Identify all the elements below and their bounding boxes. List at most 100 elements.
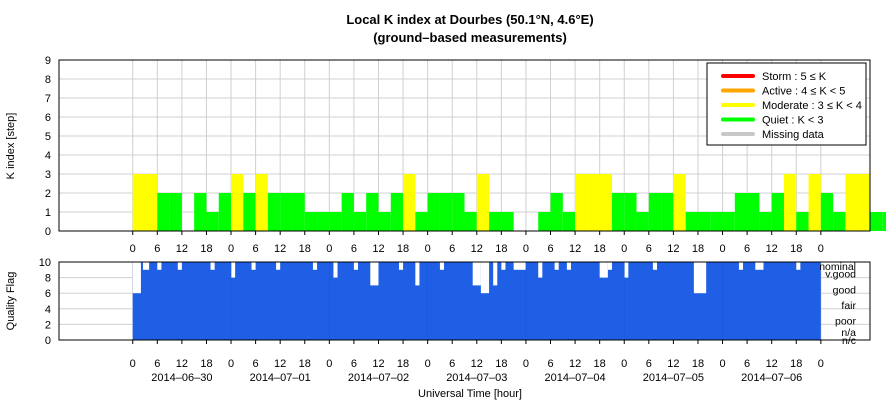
k-xtick-label: 18 — [397, 243, 409, 255]
k-bar — [378, 212, 391, 231]
k-bar — [759, 212, 772, 231]
q-ytick-label: 10 — [39, 257, 51, 269]
k-bar — [562, 212, 576, 231]
k-xtick-label: 6 — [449, 243, 455, 255]
q-xtick-label: 12 — [667, 358, 679, 370]
k-ytick-label: 1 — [45, 207, 51, 219]
k-bar — [329, 212, 342, 231]
quality-dip — [607, 262, 612, 270]
legend: Storm : 5 ≤ K Active : 4 ≤ K < 5 Moderate … — [706, 62, 867, 146]
date-label: 2014–07–06 — [741, 372, 802, 384]
k-bar — [218, 193, 232, 231]
q-xtick-label: 18 — [692, 358, 704, 370]
k-xtick-label: 0 — [719, 243, 725, 255]
k-xtick-label: 18 — [692, 243, 704, 255]
q-xtick-label: 12 — [471, 358, 483, 370]
q-xtick-label: 6 — [744, 358, 750, 370]
q-xtick-label: 0 — [326, 358, 332, 370]
q-xtick-label: 6 — [547, 358, 553, 370]
q-xtick-label: 0 — [425, 358, 431, 370]
q-xtick-label: 6 — [646, 358, 652, 370]
quality-level-label: n/c — [842, 335, 856, 347]
k-bar — [353, 212, 367, 231]
k-bar — [820, 193, 834, 231]
date-label: 2014–07–05 — [643, 372, 704, 384]
quality-dip — [538, 262, 543, 278]
quality-dip — [472, 262, 481, 286]
quality-level-label: n/a — [841, 327, 856, 339]
legend-label: Missing data — [762, 129, 825, 141]
k-xtick-label: 18 — [594, 243, 606, 255]
k-bar — [697, 212, 711, 231]
k-bar — [292, 193, 305, 231]
k-bar — [857, 174, 870, 231]
k-bar — [661, 193, 674, 231]
quality-dip — [554, 262, 559, 270]
q-xtick-label: 18 — [299, 358, 311, 370]
q-xtick-label: 6 — [449, 358, 455, 370]
k-panel-ylabel: K index [step] — [5, 113, 17, 180]
k-bar — [501, 212, 514, 231]
k-bar — [231, 174, 244, 231]
quality-dip — [312, 262, 318, 270]
k-bar — [882, 212, 886, 231]
quality-dip — [132, 262, 141, 294]
quality-dip — [796, 262, 801, 270]
k-xtick-label: 6 — [253, 243, 259, 255]
quality-dip — [333, 262, 338, 278]
q-xtick-label: 0 — [228, 358, 234, 370]
k-bar — [439, 193, 453, 231]
k-bar — [538, 212, 551, 231]
k-bar — [771, 193, 784, 231]
k-xtick-label: 12 — [569, 243, 581, 255]
k-bar — [390, 193, 404, 231]
k-bar — [317, 212, 330, 231]
q-xtick-label: 12 — [176, 358, 188, 370]
quality-dip — [501, 262, 506, 270]
q-xtick-label: 0 — [130, 358, 136, 370]
k-xtick-label: 18 — [200, 243, 212, 255]
k-bar — [636, 212, 649, 231]
k-bar — [145, 174, 158, 231]
q-xtick-label: 18 — [200, 358, 212, 370]
quality-dip — [177, 262, 182, 270]
k-bar — [673, 174, 686, 231]
k-xtick-label: 12 — [471, 243, 483, 255]
quality-dip — [370, 262, 379, 286]
k-bar — [280, 193, 293, 231]
date-label: 2014–07–01 — [250, 372, 311, 384]
quality-dip — [738, 262, 744, 270]
k-bar — [243, 193, 256, 231]
k-xtick-label: 0 — [621, 243, 627, 255]
date-label: 2014–06–30 — [151, 372, 212, 384]
k-bar — [157, 193, 170, 231]
legend-label: Quiet : K < 3 — [762, 115, 823, 127]
quality-dip — [599, 262, 608, 278]
k-bar — [489, 212, 502, 231]
k-bar — [870, 212, 883, 231]
k-ytick-label: 5 — [45, 131, 51, 143]
k-bar — [550, 193, 563, 231]
k-bar — [648, 193, 662, 231]
q-xtick-label: 0 — [719, 358, 725, 370]
q-xtick-label: 12 — [569, 358, 581, 370]
k-bar — [132, 174, 146, 231]
q-xtick-label: 0 — [621, 358, 627, 370]
k-bar — [624, 193, 637, 231]
k-xtick-label: 6 — [646, 243, 652, 255]
k-bar — [403, 174, 416, 231]
k-bar — [304, 212, 318, 231]
k-bar — [452, 193, 465, 231]
quality-dip — [210, 262, 215, 270]
q-ytick-label: 0 — [45, 335, 51, 347]
k-bar — [611, 193, 625, 231]
k-xtick-label: 0 — [326, 243, 332, 255]
k-ytick-label: 0 — [45, 226, 51, 238]
quality-dip — [697, 262, 703, 278]
quality-flag-panel: 0 2 4 6 8 10 0 6 12 18 0 6 12 18 0 6 12 18 0 6 12 18 0 6 12 18 0 6 1… — [39, 257, 871, 384]
quality-dip — [566, 262, 571, 270]
q-plot-frame — [58, 261, 871, 341]
k-xtick-label: 18 — [299, 243, 311, 255]
k-bar — [796, 212, 809, 231]
